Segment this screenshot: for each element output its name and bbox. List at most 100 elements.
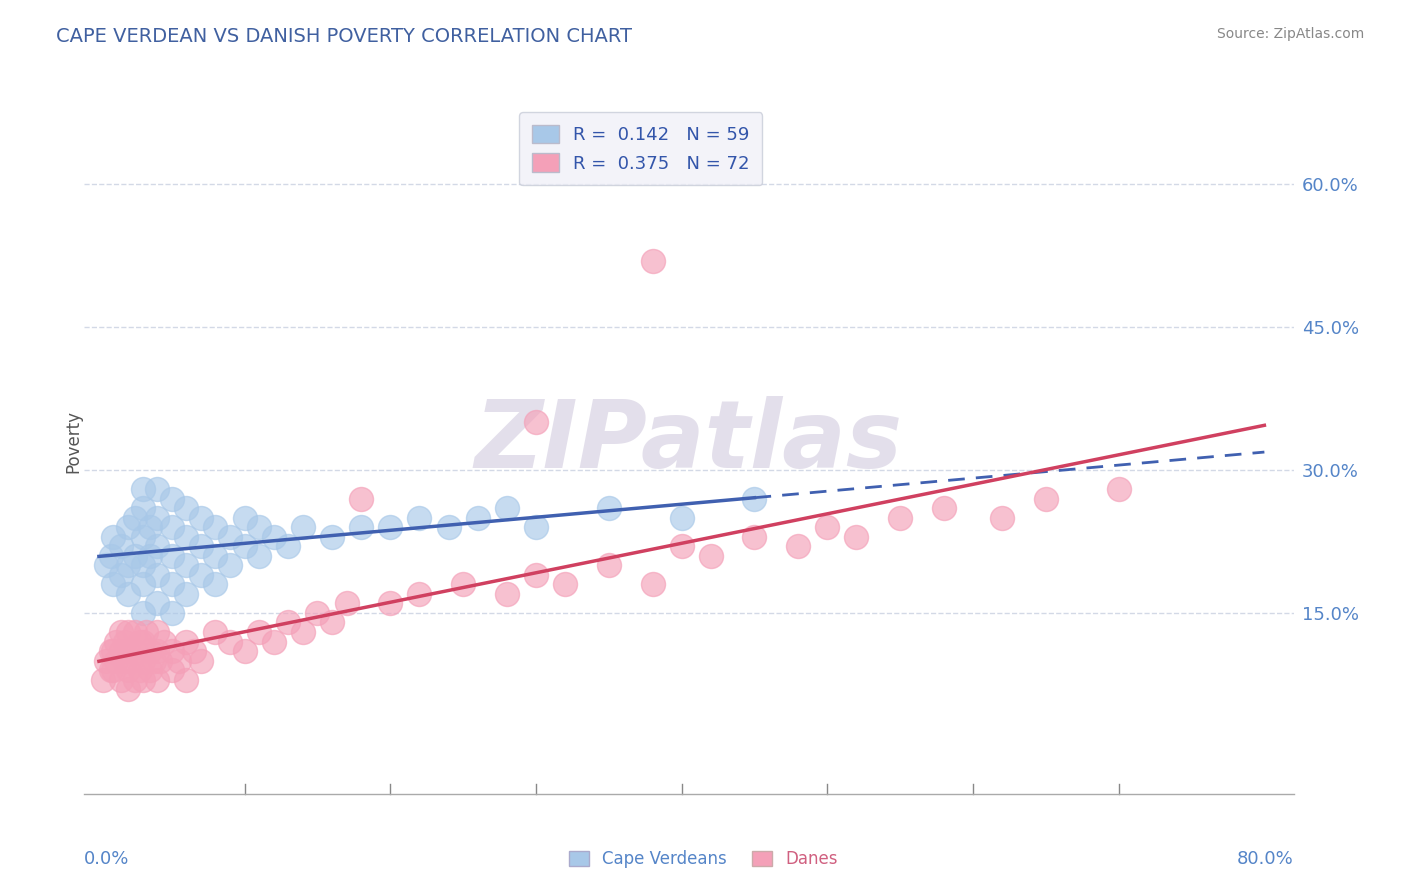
Point: [146, 482, 169, 496]
Point: [146, 567, 169, 582]
Point: [233, 644, 256, 658]
Point: [263, 530, 285, 544]
Point: [247, 520, 270, 534]
Point: [176, 673, 198, 687]
Text: ZIPatlas: ZIPatlas: [475, 395, 903, 488]
Point: [845, 530, 868, 544]
Point: [190, 567, 212, 582]
Point: [991, 510, 1014, 524]
Point: [291, 625, 314, 640]
Point: [321, 530, 343, 544]
Point: [124, 510, 146, 524]
Point: [100, 663, 122, 677]
Point: [110, 673, 132, 687]
Point: [146, 510, 169, 524]
Point: [336, 596, 359, 610]
Point: [143, 654, 166, 668]
Point: [131, 501, 153, 516]
Point: [105, 654, 128, 668]
Point: [91, 673, 114, 687]
Point: [139, 663, 162, 677]
Point: [160, 644, 183, 658]
Point: [437, 520, 460, 534]
Point: [160, 663, 183, 677]
Point: [554, 577, 576, 591]
Point: [889, 510, 911, 524]
Legend: Cape Verdeans, Danes: Cape Verdeans, Danes: [562, 844, 844, 875]
Point: [524, 520, 547, 534]
Point: [103, 663, 125, 677]
Point: [160, 549, 183, 563]
Point: [204, 577, 226, 591]
Point: [204, 520, 226, 534]
Point: [103, 577, 125, 591]
Point: [321, 615, 343, 630]
Point: [160, 520, 183, 534]
Point: [117, 682, 139, 697]
Point: [131, 634, 153, 648]
Point: [467, 510, 489, 524]
Point: [120, 654, 142, 668]
Point: [167, 654, 190, 668]
Point: [598, 501, 620, 516]
Point: [131, 673, 153, 687]
Point: [495, 587, 517, 601]
Y-axis label: Poverty: Poverty: [65, 410, 82, 473]
Point: [160, 577, 183, 591]
Point: [146, 673, 169, 687]
Point: [96, 558, 118, 573]
Point: [932, 501, 955, 516]
Point: [744, 530, 766, 544]
Point: [350, 491, 373, 506]
Text: CAPE VERDEAN VS DANISH POVERTY CORRELATION CHART: CAPE VERDEAN VS DANISH POVERTY CORRELATI…: [56, 27, 633, 45]
Point: [131, 654, 153, 668]
Point: [139, 520, 162, 534]
Point: [787, 539, 810, 553]
Point: [190, 510, 212, 524]
Point: [219, 530, 242, 544]
Point: [103, 530, 125, 544]
Point: [598, 558, 620, 573]
Text: Source: ZipAtlas.com: Source: ZipAtlas.com: [1216, 27, 1364, 41]
Point: [277, 615, 299, 630]
Point: [204, 625, 226, 640]
Point: [124, 673, 146, 687]
Point: [117, 663, 139, 677]
Point: [105, 634, 128, 648]
Point: [744, 491, 766, 506]
Point: [146, 596, 169, 610]
Point: [117, 520, 139, 534]
Point: [700, 549, 723, 563]
Point: [176, 587, 198, 601]
Point: [233, 510, 256, 524]
Point: [124, 549, 146, 563]
Point: [117, 558, 139, 573]
Point: [124, 644, 146, 658]
Point: [641, 253, 664, 268]
Point: [176, 558, 198, 573]
Point: [524, 416, 547, 430]
Point: [1035, 491, 1057, 506]
Point: [176, 634, 198, 648]
Point: [160, 606, 183, 620]
Text: 80.0%: 80.0%: [1237, 850, 1294, 868]
Point: [1108, 482, 1130, 496]
Point: [139, 549, 162, 563]
Point: [146, 539, 169, 553]
Point: [307, 606, 329, 620]
Point: [219, 634, 242, 648]
Point: [524, 567, 547, 582]
Point: [183, 644, 205, 658]
Point: [117, 625, 139, 640]
Point: [100, 549, 122, 563]
Point: [146, 625, 169, 640]
Point: [408, 587, 430, 601]
Point: [110, 539, 132, 553]
Point: [110, 567, 132, 582]
Legend: R =  0.142   N = 59, R =  0.375   N = 72: R = 0.142 N = 59, R = 0.375 N = 72: [519, 112, 762, 186]
Point: [451, 577, 474, 591]
Point: [247, 549, 270, 563]
Point: [350, 520, 373, 534]
Point: [408, 510, 430, 524]
Point: [131, 558, 153, 573]
